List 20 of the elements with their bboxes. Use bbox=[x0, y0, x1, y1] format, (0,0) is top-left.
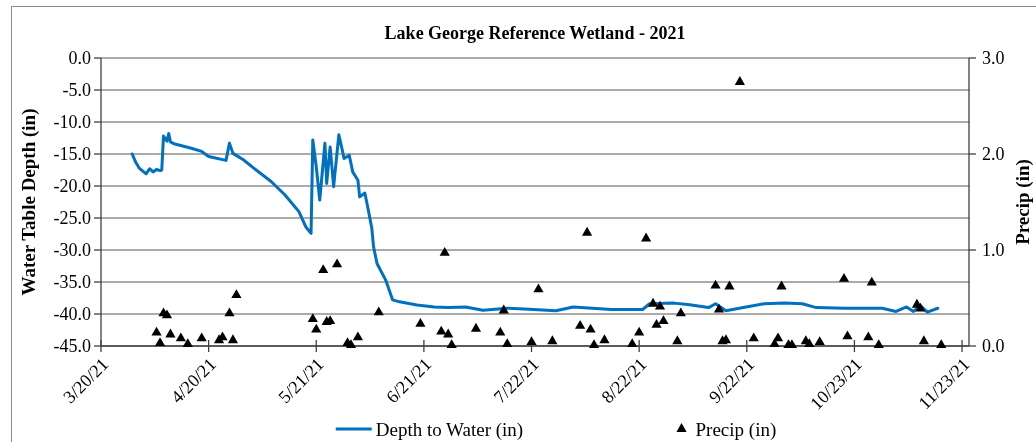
y2-tick-label: 3.0 bbox=[982, 48, 1005, 69]
line-series bbox=[130, 132, 940, 314]
chart-title: Lake George Reference Wetland - 2021 bbox=[384, 23, 686, 43]
y2-tick-label: 2.0 bbox=[982, 144, 1005, 165]
y2-tick-label: 1.0 bbox=[982, 240, 1005, 261]
y-tick-label: -10.0 bbox=[53, 112, 91, 133]
y-tick-label: -30.0 bbox=[53, 240, 91, 261]
y-tick-label: -40.0 bbox=[53, 304, 91, 325]
y-tick-label: -35.0 bbox=[53, 272, 91, 293]
y-tick-label: -5.0 bbox=[62, 80, 91, 101]
y-tick-label: -25.0 bbox=[53, 208, 91, 229]
y-tick-label: -45.0 bbox=[53, 336, 91, 357]
y-tick-label: 0.0 bbox=[68, 48, 91, 69]
legend-label: Depth to Water (in) bbox=[375, 418, 524, 441]
y2-tick-label: 0.0 bbox=[982, 336, 1005, 357]
y-tick-label: -15.0 bbox=[53, 144, 91, 165]
y-tick-label: -20.0 bbox=[53, 176, 91, 197]
y2-axis-title: Precip (in) bbox=[1011, 159, 1034, 245]
y-axis-title: Water Table Depth (in) bbox=[17, 108, 40, 296]
legend-label: Precip (in) bbox=[695, 418, 777, 441]
